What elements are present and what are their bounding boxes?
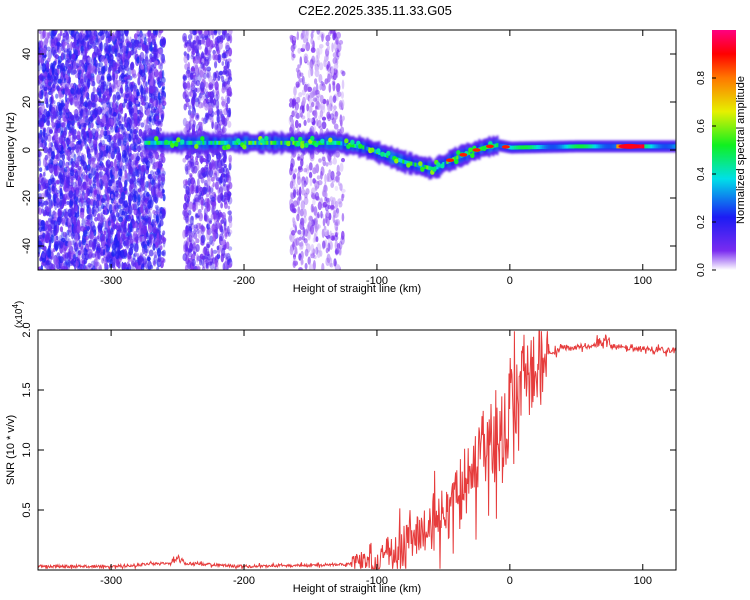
snr-ytick-label: 1.5 bbox=[21, 382, 33, 397]
ridge-hotspot bbox=[618, 143, 641, 149]
snr-scale-exponent: 4 bbox=[11, 304, 20, 309]
spectrogram-xtick-label: -100 bbox=[366, 275, 388, 287]
ridge-hotspot bbox=[459, 153, 468, 157]
colorbar-tick-label: 0.2 bbox=[696, 215, 707, 229]
spectrogram-xtick-label: 100 bbox=[634, 275, 652, 287]
snr-ytick-label: 1.0 bbox=[21, 442, 33, 457]
snr-panel: -300 -200 -100 0 100 0.5 1.0 1.5 2.0 (x104) Heig… bbox=[5, 301, 677, 595]
spectrogram-ytick-label: 0 bbox=[21, 147, 33, 153]
snr-scale-base: (x10 bbox=[14, 308, 25, 328]
snr-ytick-label: 0.5 bbox=[21, 502, 33, 517]
spectrogram-xtick-label: 0 bbox=[507, 275, 513, 287]
snr-xlabel: Height of straight line (km) bbox=[293, 583, 421, 595]
ridge-hotspot bbox=[501, 145, 510, 149]
colorbar-tick-label: 0.4 bbox=[696, 167, 707, 181]
noise-band bbox=[182, 30, 233, 270]
ridge-hotspot bbox=[472, 148, 481, 152]
snr-xtick-label: -300 bbox=[100, 575, 122, 587]
colorbar-gradient bbox=[712, 30, 736, 270]
snr-series-line bbox=[38, 330, 676, 570]
figure-title: C2E2.2025.335.11.33.G05 bbox=[298, 3, 452, 18]
snr-ylabel: SNR (10 * v/v) bbox=[5, 415, 17, 485]
spectrogram-xtick-label: -300 bbox=[100, 275, 122, 287]
colorbar: 0.0 0.2 0.4 0.6 0.8 Normalized spectral ampl… bbox=[696, 30, 747, 277]
snr-frame bbox=[37, 329, 677, 571]
weak-noise-band bbox=[288, 30, 346, 270]
snr-xtick-label: 0 bbox=[507, 575, 513, 587]
snr-xtick-label: -100 bbox=[366, 575, 388, 587]
colorbar-tick-label: 0.6 bbox=[696, 119, 707, 133]
snr-ytick-label: 2.0 bbox=[21, 322, 33, 337]
snr-xtick-label: -200 bbox=[233, 575, 255, 587]
spectrogram-ytick-label: 40 bbox=[21, 48, 33, 60]
spectrogram-ytick-label: -40 bbox=[21, 238, 33, 254]
spectrogram-xtick-label: -200 bbox=[233, 275, 255, 287]
spectrogram-ylabel: Frequency (Hz) bbox=[5, 112, 17, 188]
spectrogram-ytick-label: 20 bbox=[21, 96, 33, 108]
colorbar-tick-label: 0.0 bbox=[696, 263, 707, 277]
ridge-hotspot bbox=[446, 158, 455, 162]
colorbar-tick-label: 0.8 bbox=[696, 71, 707, 85]
snr-xtick-label: 100 bbox=[634, 575, 652, 587]
snr-scale-label: (x104) bbox=[11, 301, 25, 328]
spectrogram-ytick-label: -20 bbox=[21, 190, 33, 206]
heatmap-ridge-core bbox=[144, 135, 676, 175]
colorbar-label: Normalized spectral amplitude bbox=[735, 76, 747, 224]
ridge-hotspot bbox=[485, 144, 494, 149]
spectrogram-xlabel: Height of straight line (km) bbox=[293, 283, 421, 295]
